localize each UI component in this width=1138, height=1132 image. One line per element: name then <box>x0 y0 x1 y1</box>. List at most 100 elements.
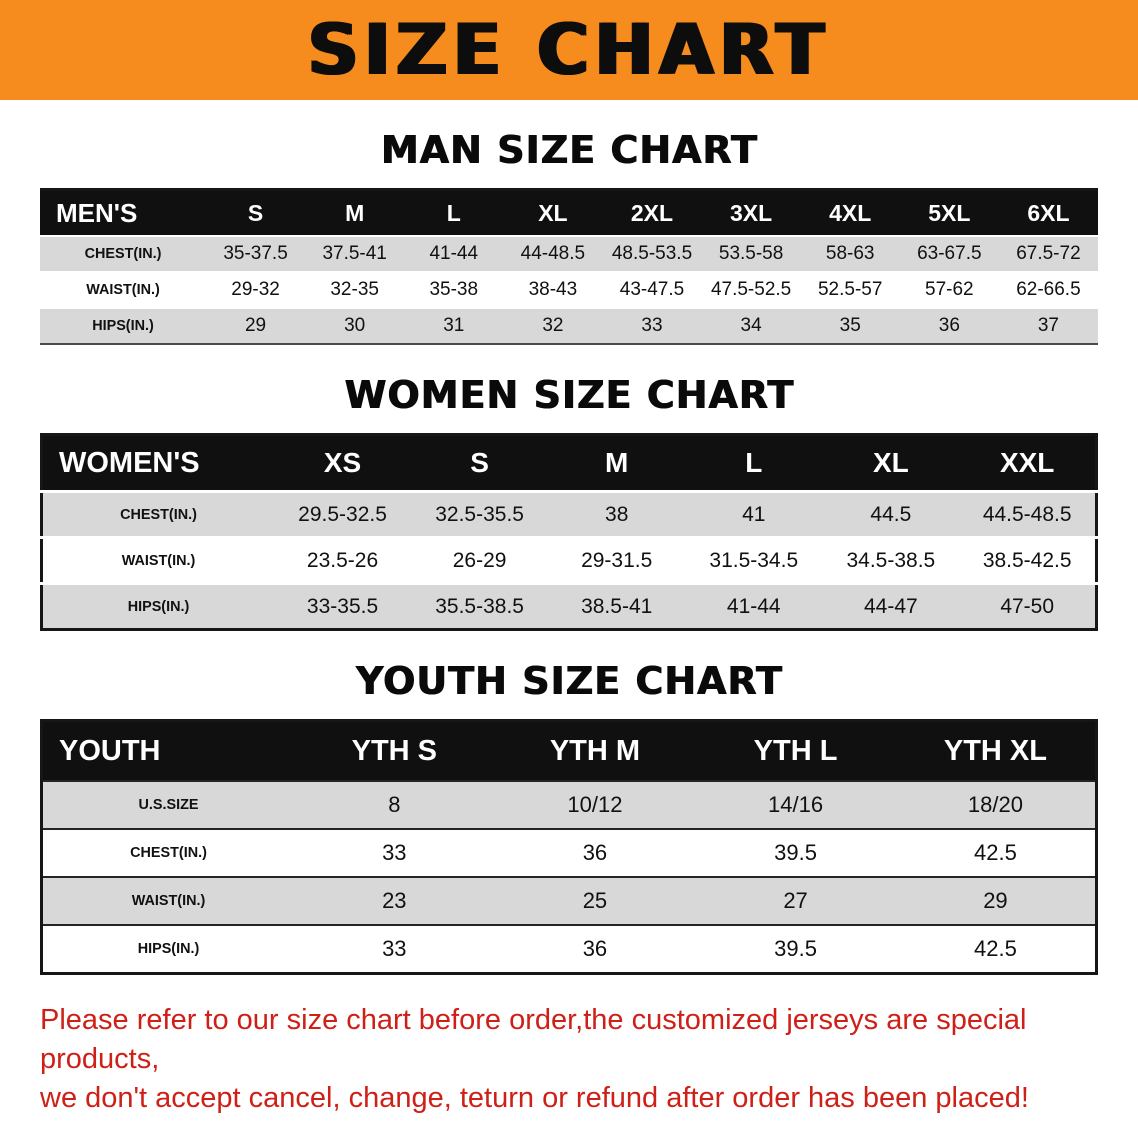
size-column-header: S <box>206 189 306 236</box>
table-row: WAIST(IN.) 23 25 27 29 <box>41 876 1097 925</box>
row-label: WAIST(IN.) <box>41 536 274 584</box>
size-column-header: 5XL <box>899 189 999 236</box>
size-column-header: XL <box>503 189 603 236</box>
cell-value: 35-38 <box>404 271 504 308</box>
mens-size-section: MAN SIZE CHART MEN'S S M L XL 2XL 3XL 4XL 5XL 6XL… <box>0 128 1138 345</box>
table-row: WAIST(IN.) 29-32 32-35 35-38 38-43 43-47.5 47.… <box>40 271 1098 308</box>
size-column-header: 2XL <box>602 189 702 236</box>
cell-value: 34.5-38.5 <box>822 536 960 584</box>
cell-value: 47-50 <box>959 582 1097 630</box>
cell-value: 47.5-52.5 <box>701 271 801 308</box>
cell-value: 44-47 <box>822 582 960 630</box>
table-header-row: WOMEN'S XS S M L XL XXL <box>41 434 1097 492</box>
cell-value: 44.5-48.5 <box>959 490 1097 538</box>
cell-value: 32 <box>503 307 603 344</box>
cell-value: 35.5-38.5 <box>411 582 549 630</box>
table-header-row: YOUTH YTH S YTH M YTH L YTH XL <box>41 720 1097 781</box>
table-row: HIPS(IN.) 33-35.5 35.5-38.5 38.5-41 41-44 44-… <box>41 582 1097 630</box>
row-label: CHEST(IN.) <box>41 828 294 877</box>
cell-value: 29.5-32.5 <box>274 490 412 538</box>
table-row: CHEST(IN.) 33 36 39.5 42.5 <box>41 828 1097 877</box>
cell-value: 35-37.5 <box>206 235 306 272</box>
cell-value: 53.5-58 <box>701 235 801 272</box>
banner-title: SIZE CHART <box>307 9 831 91</box>
womens-size-section: WOMEN SIZE CHART WOMEN'S XS S M L XL XXL CHEST(… <box>0 373 1138 631</box>
cell-value: 18/20 <box>895 780 1097 829</box>
cell-value: 36 <box>494 828 696 877</box>
cell-value: 67.5-72 <box>998 235 1098 272</box>
youth-size-section: YOUTH SIZE CHART YOUTH YTH S YTH M YTH L YTH… <box>0 659 1138 975</box>
youth-section-heading: YOUTH SIZE CHART <box>355 659 783 703</box>
cell-value: 14/16 <box>695 780 896 829</box>
table-row: HIPS(IN.) 33 36 39.5 42.5 <box>41 924 1097 974</box>
row-label: CHEST(IN.) <box>41 490 274 538</box>
cell-value: 8 <box>294 780 495 829</box>
cell-value: 25 <box>494 876 696 925</box>
size-column-header: L <box>404 189 504 236</box>
size-column-header: YTH XL <box>895 720 1097 781</box>
cell-value: 44.5 <box>822 490 960 538</box>
table-row: HIPS(IN.) 29 30 31 32 33 34 35 36 37 <box>40 307 1098 344</box>
cell-value: 23 <box>294 876 495 925</box>
cell-value: 57-62 <box>899 271 999 308</box>
cell-value: 41-44 <box>685 582 823 630</box>
mens-size-table: MEN'S S M L XL 2XL 3XL 4XL 5XL 6XL CHEST(IN.) 35-37… <box>40 188 1098 345</box>
cell-value: 41 <box>685 490 823 538</box>
size-column-header: YTH S <box>294 720 495 781</box>
cell-value: 38.5-41 <box>548 582 686 630</box>
size-column-header: XXL <box>959 434 1097 492</box>
size-column-header: L <box>685 434 823 492</box>
size-column-header: 3XL <box>701 189 801 236</box>
cell-value: 63-67.5 <box>899 235 999 272</box>
cell-value: 36 <box>899 307 999 344</box>
row-label: HIPS(IN.) <box>41 582 274 630</box>
cell-value: 42.5 <box>895 828 1097 877</box>
row-label: U.S.SIZE <box>41 780 294 829</box>
size-column-header: 4XL <box>800 189 900 236</box>
cell-value: 27 <box>695 876 896 925</box>
cell-value: 33 <box>602 307 702 344</box>
cell-value: 29-31.5 <box>548 536 686 584</box>
row-label: HIPS(IN.) <box>41 924 294 974</box>
cell-value: 33 <box>294 828 495 877</box>
row-label: CHEST(IN.) <box>40 235 206 272</box>
cell-value: 31 <box>404 307 504 344</box>
cell-value: 38-43 <box>503 271 603 308</box>
cell-value: 62-66.5 <box>998 271 1098 308</box>
cell-value: 38.5-42.5 <box>959 536 1097 584</box>
cell-value: 44-48.5 <box>503 235 603 272</box>
table-row: U.S.SIZE 8 10/12 14/16 18/20 <box>41 780 1097 829</box>
cell-value: 35 <box>800 307 900 344</box>
cell-value: 39.5 <box>695 924 896 974</box>
disclaimer-line-2: we don't accept cancel, change, teturn o… <box>40 1082 1029 1115</box>
cell-value: 36 <box>494 924 696 974</box>
size-column-header: M <box>305 189 405 236</box>
size-column-header: XL <box>822 434 960 492</box>
womens-section-heading: WOMEN SIZE CHART <box>344 373 794 417</box>
cell-value: 43-47.5 <box>602 271 702 308</box>
disclaimer-line-1: Please refer to our size chart before or… <box>40 1004 1027 1076</box>
cell-value: 23.5-26 <box>274 536 412 584</box>
cell-value: 38 <box>548 490 686 538</box>
cell-value: 29 <box>895 876 1097 925</box>
cell-value: 34 <box>701 307 801 344</box>
youth-size-table: YOUTH YTH S YTH M YTH L YTH XL U.S.SIZE 8 10/12… <box>40 719 1098 975</box>
size-column-header: M <box>548 434 686 492</box>
size-column-header: 6XL <box>998 189 1098 236</box>
table-corner-label: YOUTH <box>41 720 294 781</box>
womens-size-table: WOMEN'S XS S M L XL XXL CHEST(IN.) 29.5-32.5 32.5… <box>40 433 1098 631</box>
cell-value: 29-32 <box>206 271 306 308</box>
cell-value: 29 <box>206 307 306 344</box>
cell-value: 37.5-41 <box>305 235 405 272</box>
cell-value: 37 <box>998 307 1098 344</box>
cell-value: 31.5-34.5 <box>685 536 823 584</box>
row-label: WAIST(IN.) <box>40 271 206 308</box>
mens-section-heading: MAN SIZE CHART <box>380 128 758 172</box>
cell-value: 39.5 <box>695 828 896 877</box>
cell-value: 58-63 <box>800 235 900 272</box>
cell-value: 33 <box>294 924 495 974</box>
table-corner-label: MEN'S <box>40 189 206 236</box>
table-corner-label: WOMEN'S <box>41 434 274 492</box>
cell-value: 10/12 <box>494 780 696 829</box>
